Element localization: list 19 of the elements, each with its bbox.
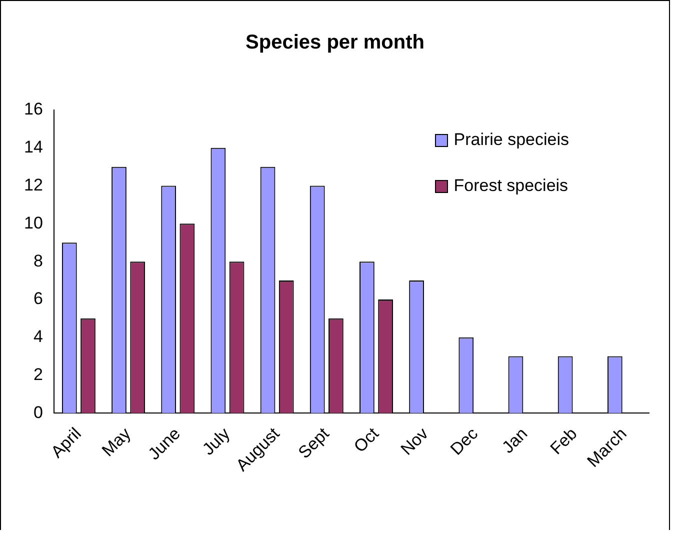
y-tick-label: 10 (24, 213, 43, 232)
y-tick-label: 0 (33, 402, 43, 422)
y-tick-label: 14 (24, 138, 43, 157)
x-tick-label: Feb (546, 424, 581, 458)
y-tick-label: 16 (24, 100, 43, 119)
y-tick-label: 8 (33, 251, 43, 270)
y-tick-label: 4 (33, 327, 43, 346)
x-tick-label: May (98, 424, 135, 460)
x-tick-label: Oct (350, 424, 383, 456)
x-tick-label: Dec (446, 424, 482, 459)
y-tick-label: 12 (24, 175, 43, 194)
legend-label: Forest specieis (454, 176, 568, 196)
y-tick-label: 2 (33, 364, 43, 384)
chart-title: Species per month (246, 32, 424, 54)
x-tick-label: Nov (397, 424, 432, 459)
y-tick-label: 6 (33, 289, 43, 308)
x-tick-label: Jan (498, 424, 532, 457)
x-tick-label: July (198, 424, 234, 459)
legend-label: Prairie specieis (454, 130, 569, 150)
